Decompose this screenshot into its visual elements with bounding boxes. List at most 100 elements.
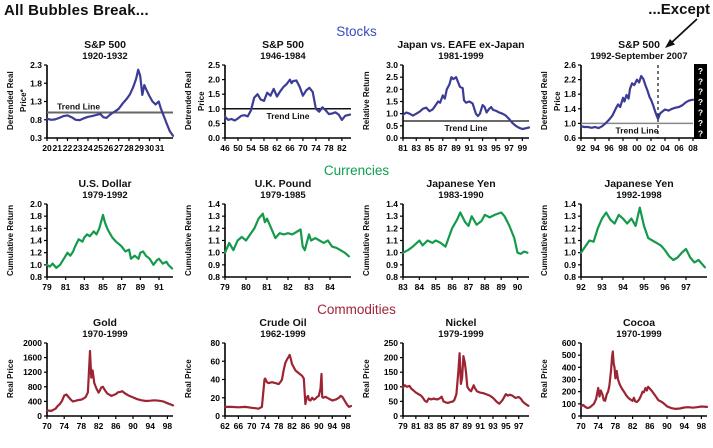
svg-text:87: 87 xyxy=(117,282,127,292)
svg-text:1.4: 1.4 xyxy=(30,236,42,246)
svg-text:2.0: 2.0 xyxy=(30,201,42,209)
svg-text:54: 54 xyxy=(246,143,256,153)
svg-text:81: 81 xyxy=(398,143,408,153)
svg-text:0: 0 xyxy=(393,411,398,421)
chart-subtitle: 1979-1999 xyxy=(438,329,484,340)
svg-text:2.6: 2.6 xyxy=(564,62,576,70)
svg-text:08: 08 xyxy=(688,143,698,153)
svg-text:70: 70 xyxy=(247,421,257,431)
svg-text:31: 31 xyxy=(155,143,165,153)
plot-area: 0.8 0.9 1.0 1.1 1.2 1.3 1.4 79 80 81 82 83 84 xyxy=(208,201,351,292)
svg-text:85: 85 xyxy=(431,282,441,292)
svg-text:0.5: 0.5 xyxy=(386,121,398,131)
svg-text:84: 84 xyxy=(415,282,425,292)
svg-text:80: 80 xyxy=(211,340,221,348)
svg-text:91: 91 xyxy=(475,421,485,431)
y-axis-label: Detrended Real Price xyxy=(540,71,562,131)
chart-japan-eafe: Japan vs. EAFE ex-Japan 1981-1999 Relati… xyxy=(356,39,534,160)
chart-yen-1992-1998: Japanese Yen 1992-1998 Cumulative Return… xyxy=(534,178,712,299)
svg-text:0.3: 0.3 xyxy=(30,133,42,143)
svg-text:79: 79 xyxy=(220,282,230,292)
svg-text:?: ? xyxy=(698,97,703,107)
svg-text:1.1: 1.1 xyxy=(208,236,220,246)
svg-text:0.8: 0.8 xyxy=(30,272,42,282)
svg-text:2.2: 2.2 xyxy=(564,75,576,85)
chart-title: Nickel xyxy=(445,317,477,329)
svg-text:1.5: 1.5 xyxy=(208,89,220,99)
svg-text:28: 28 xyxy=(124,143,134,153)
svg-text:82: 82 xyxy=(94,421,104,431)
svg-text:81: 81 xyxy=(61,282,71,292)
charts-grid: Stocks S&P 500 1920-1932 Detrended Real … xyxy=(0,24,713,438)
svg-text:1600: 1600 xyxy=(23,353,42,363)
svg-text:79: 79 xyxy=(398,421,408,431)
svg-text:90: 90 xyxy=(314,421,324,431)
svg-text:04: 04 xyxy=(660,143,670,153)
svg-text:82: 82 xyxy=(628,421,638,431)
svg-text:1200: 1200 xyxy=(23,367,42,377)
svg-text:95: 95 xyxy=(501,421,511,431)
svg-text:87: 87 xyxy=(438,143,448,153)
svg-text:66: 66 xyxy=(234,421,244,431)
svg-text:06: 06 xyxy=(674,143,684,153)
svg-text:90: 90 xyxy=(662,421,672,431)
y-axis-label: Cumulative Return xyxy=(184,204,193,276)
arrow-icon xyxy=(653,17,703,49)
y-axis-label: Detrended Real Price* xyxy=(6,71,28,131)
y-axis-label: Real Price xyxy=(184,359,193,399)
stocks-row: S&P 500 1920-1932 Detrended Real Price* … xyxy=(0,39,713,160)
plot-area: 0.3 0.8 1.3 1.8 2.3 20 21 22 23 24 25 26 27 28 29 30 31 T… xyxy=(30,62,175,153)
svg-text:89: 89 xyxy=(496,282,506,292)
svg-text:29: 29 xyxy=(134,143,144,153)
svg-text:1.3: 1.3 xyxy=(386,211,398,221)
chart-cocoa: Cocoa 1970-1999 Real Price 0 100 200 300 400… xyxy=(534,317,712,438)
svg-text:30: 30 xyxy=(145,143,155,153)
svg-text:1.8: 1.8 xyxy=(30,78,42,88)
chart-subtitle: 1970-1999 xyxy=(616,329,662,340)
svg-text:0.8: 0.8 xyxy=(208,272,220,282)
chart-subtitle: 1962-1999 xyxy=(260,329,306,340)
svg-text:100: 100 xyxy=(562,399,576,409)
chart-title: S&P 500 xyxy=(618,39,660,51)
plot-area: 0.8 1.0 1.2 1.4 1.6 1.8 2.0 79 81 83 85 87 89 91 xyxy=(30,201,174,292)
svg-text:150: 150 xyxy=(384,367,398,377)
svg-text:0: 0 xyxy=(37,411,42,421)
y-axis-label: Cumulative Return xyxy=(362,204,371,276)
chart-title: Japan vs. EAFE ex-Japan xyxy=(397,39,525,51)
svg-text:83: 83 xyxy=(80,282,90,292)
plot-area: 0.6 1.0 1.4 1.8 2.2 2.6 92 94 96 98 00 02 04 06 08 Tren… xyxy=(564,62,707,153)
svg-text:40: 40 xyxy=(211,375,221,385)
svg-text:400: 400 xyxy=(562,362,576,372)
svg-text:100: 100 xyxy=(384,382,398,392)
svg-text:1.0: 1.0 xyxy=(30,260,42,270)
chart-subtitle: 1920-1932 xyxy=(82,51,128,62)
svg-text:62: 62 xyxy=(220,421,230,431)
y-axis-label: Real Price xyxy=(540,359,549,399)
svg-text:90: 90 xyxy=(513,282,523,292)
svg-text:1.2: 1.2 xyxy=(564,223,576,233)
svg-text:24: 24 xyxy=(83,143,93,153)
svg-text:1.2: 1.2 xyxy=(386,223,398,233)
svg-text:26: 26 xyxy=(104,143,114,153)
svg-text:93: 93 xyxy=(478,143,488,153)
svg-text:1.4: 1.4 xyxy=(564,201,576,209)
svg-text:21: 21 xyxy=(53,143,63,153)
svg-text:1.4: 1.4 xyxy=(564,104,576,114)
svg-text:96: 96 xyxy=(604,143,614,153)
y-axis-label: Cumulative Return xyxy=(6,204,15,276)
svg-text:94: 94 xyxy=(679,421,689,431)
svg-text:90: 90 xyxy=(128,421,138,431)
svg-text:81: 81 xyxy=(411,421,421,431)
chart-gold: Gold 1970-1999 Real Price 0 400 800 1200 160… xyxy=(0,317,178,438)
svg-text:20: 20 xyxy=(211,393,221,403)
svg-text:27: 27 xyxy=(114,143,124,153)
svg-text:1.1: 1.1 xyxy=(386,236,398,246)
y-axis-label: Detrended Real Price xyxy=(184,71,206,131)
svg-text:79: 79 xyxy=(42,282,52,292)
svg-text:2.3: 2.3 xyxy=(30,62,42,70)
svg-text:Trend Line: Trend Line xyxy=(57,101,100,111)
chart-title: Crude Oil xyxy=(259,317,307,329)
plot-area: 0 20 40 60 80 62 66 70 74 78 82 86 90 94 98 xyxy=(211,340,353,431)
svg-text:0.9: 0.9 xyxy=(564,260,576,270)
svg-text:250: 250 xyxy=(384,340,398,348)
